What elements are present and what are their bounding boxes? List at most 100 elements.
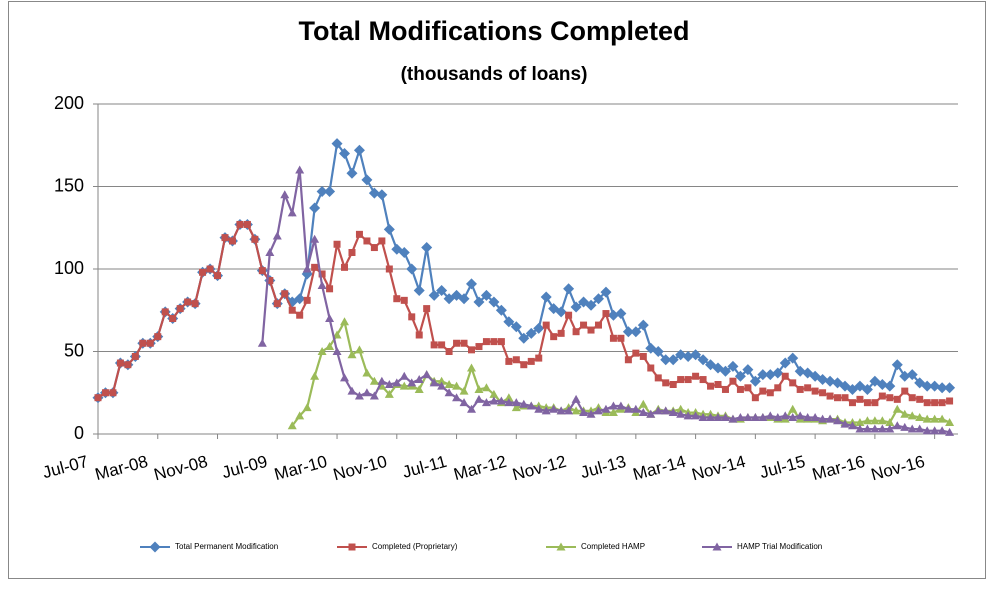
data-point bbox=[333, 240, 341, 248]
data-point bbox=[437, 381, 447, 390]
data-point bbox=[690, 349, 702, 361]
data-point bbox=[481, 383, 491, 392]
data-point bbox=[311, 263, 319, 271]
data-point bbox=[759, 387, 767, 395]
legend-label: Completed (Proprietary) bbox=[372, 542, 458, 551]
data-point bbox=[459, 398, 469, 407]
data-point bbox=[415, 331, 423, 339]
data-point bbox=[384, 380, 394, 388]
data-point bbox=[339, 148, 351, 159]
data-point bbox=[757, 369, 769, 381]
data-point bbox=[691, 411, 701, 420]
data-point bbox=[570, 301, 582, 313]
chart-subtitle: (thousands of loans) bbox=[401, 64, 588, 85]
data-point bbox=[504, 398, 514, 407]
data-point bbox=[796, 385, 804, 393]
data-point bbox=[682, 350, 694, 362]
data-point bbox=[489, 389, 499, 398]
series bbox=[92, 138, 956, 404]
data-point bbox=[697, 354, 709, 366]
data-point bbox=[840, 419, 850, 428]
data-point bbox=[347, 350, 357, 359]
data-point bbox=[803, 413, 813, 421]
data-point bbox=[736, 385, 744, 393]
data-point bbox=[340, 317, 350, 326]
data-point bbox=[727, 360, 739, 372]
data-point bbox=[481, 398, 491, 407]
data-point bbox=[280, 190, 290, 199]
data-point bbox=[466, 278, 477, 290]
data-point bbox=[758, 413, 768, 421]
data-point bbox=[586, 409, 596, 418]
data-point bbox=[863, 399, 871, 407]
data-point bbox=[772, 367, 784, 379]
data-point bbox=[684, 376, 692, 384]
data-point bbox=[623, 404, 633, 413]
data-point bbox=[154, 333, 162, 341]
data-point bbox=[811, 387, 819, 395]
data-point bbox=[398, 247, 410, 258]
data-point bbox=[362, 388, 372, 397]
data-point bbox=[385, 265, 393, 273]
data-point bbox=[579, 408, 589, 417]
data-point bbox=[906, 369, 918, 381]
data-point bbox=[855, 417, 865, 426]
data-point bbox=[243, 220, 251, 228]
data-point bbox=[602, 310, 610, 318]
y-tick-label: 150 bbox=[54, 175, 84, 195]
data-point bbox=[272, 231, 282, 240]
legend-label: HAMP Trial Modification bbox=[737, 542, 822, 551]
data-point bbox=[885, 424, 895, 433]
data-point bbox=[833, 416, 843, 425]
data-point bbox=[384, 389, 394, 398]
data-point bbox=[900, 422, 910, 431]
data-point bbox=[856, 395, 864, 403]
data-point bbox=[533, 322, 545, 334]
data-point bbox=[608, 408, 618, 417]
data-point bbox=[819, 389, 827, 397]
data-point bbox=[884, 380, 896, 392]
data-point bbox=[266, 277, 274, 285]
data-point bbox=[377, 376, 387, 385]
data-point bbox=[647, 364, 655, 372]
data-point bbox=[923, 399, 931, 407]
data-point bbox=[429, 378, 439, 387]
data-point bbox=[310, 371, 320, 380]
data-point bbox=[876, 379, 888, 390]
data-point bbox=[281, 290, 289, 298]
y-tick-label: 100 bbox=[54, 258, 84, 278]
data-point bbox=[251, 235, 259, 243]
data-point bbox=[601, 404, 611, 413]
data-point bbox=[116, 359, 124, 367]
series bbox=[94, 220, 954, 407]
data-point bbox=[817, 374, 829, 386]
data-point bbox=[707, 382, 715, 390]
data-point bbox=[677, 376, 685, 384]
data-point bbox=[258, 267, 266, 275]
data-point bbox=[436, 284, 448, 296]
data-point bbox=[383, 223, 395, 235]
data-point bbox=[317, 347, 327, 355]
data-point bbox=[742, 364, 754, 376]
data-point bbox=[564, 406, 574, 415]
data-point bbox=[191, 300, 199, 308]
data-point bbox=[719, 365, 731, 377]
data-point bbox=[555, 306, 567, 318]
data-point bbox=[376, 189, 388, 201]
data-point bbox=[109, 389, 117, 397]
data-point bbox=[661, 406, 671, 415]
data-point bbox=[862, 416, 872, 425]
data-point bbox=[795, 411, 805, 420]
data-point bbox=[423, 305, 431, 313]
data-point bbox=[496, 396, 506, 405]
data-point bbox=[94, 394, 102, 402]
data-point bbox=[571, 394, 581, 403]
data-point bbox=[361, 174, 373, 186]
data-point bbox=[592, 293, 604, 305]
y-tick-label: 200 bbox=[54, 93, 84, 113]
data-point bbox=[893, 395, 901, 403]
data-point bbox=[921, 380, 933, 392]
data-point bbox=[944, 382, 956, 394]
data-point bbox=[430, 341, 438, 349]
data-point bbox=[871, 399, 879, 407]
